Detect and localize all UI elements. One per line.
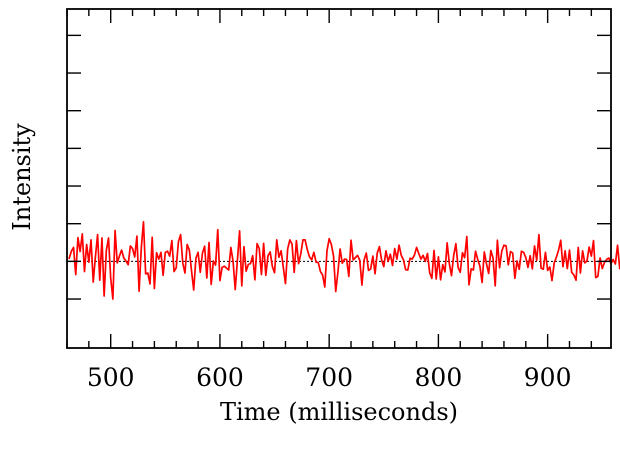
x-tick-label: 600 [196,363,244,392]
x-tick-label: 500 [87,363,135,392]
y-axis-label: Intensity [8,123,36,231]
x-tick-label: 700 [305,363,353,392]
series-line-0 [68,220,620,300]
plot-area: 500 600 700 800 900 [66,8,620,392]
x-tick-label: 800 [415,363,463,392]
x-axis-label: Time (milliseconds) [220,398,458,426]
x-tick-label: 900 [524,363,572,392]
plot-frame [66,8,612,349]
